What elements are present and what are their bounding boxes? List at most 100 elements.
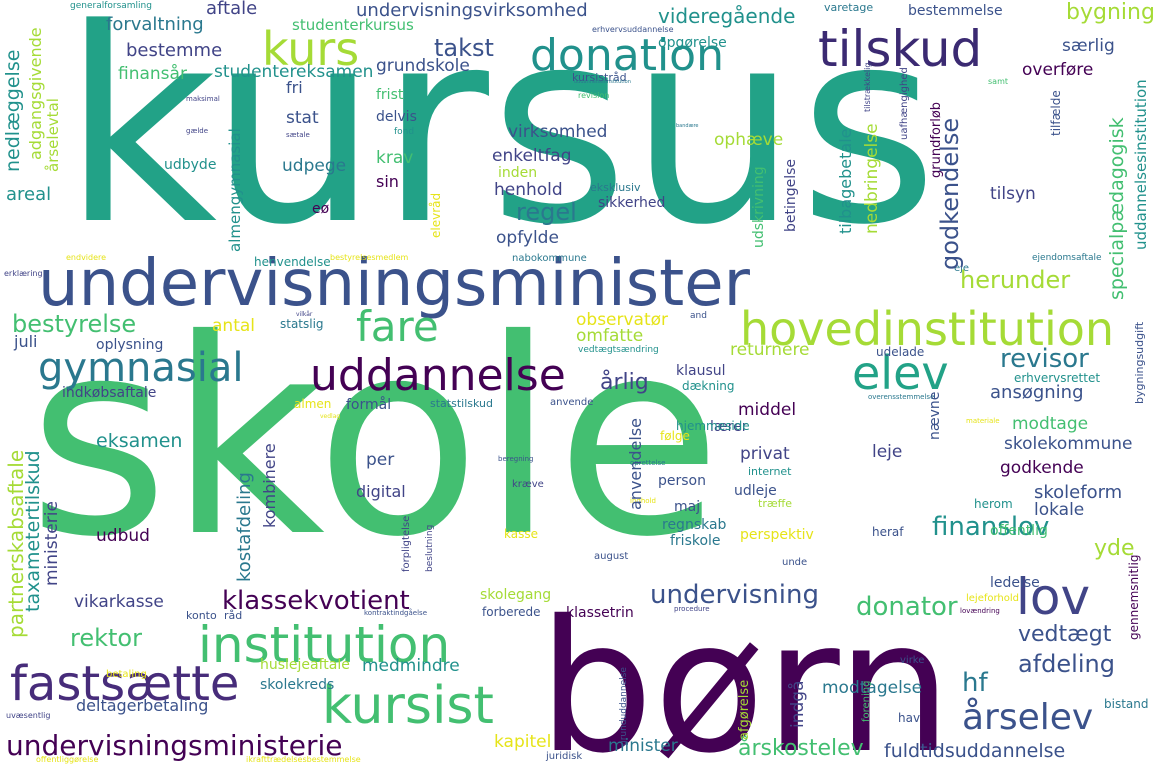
word-ledelse: ledelse xyxy=(990,575,1040,591)
word-almengymnasial: almengymnasial xyxy=(226,128,244,252)
word-endvidere: endvidere xyxy=(66,253,107,262)
word-undervisningsvirksomhed: undervisningsvirksomhed xyxy=(356,0,588,21)
word-sikkerhed: sikkerhed xyxy=(598,195,666,211)
word-privat: privat xyxy=(740,444,790,464)
word-skolegang: skolegang xyxy=(480,587,552,603)
word-regel: regel xyxy=(516,198,577,226)
word-henhold: henhold xyxy=(494,180,563,200)
word-modtage: modtage xyxy=(1012,414,1089,434)
word-udbud: udbud xyxy=(96,526,150,546)
word-uvaesentlig: uvæsentlig xyxy=(6,711,51,720)
word-kostafdeling: kostafdeling xyxy=(234,472,255,582)
word-hjemmeside: hjemmeside xyxy=(676,419,750,433)
word-adgangsgivende: adgangsgivende xyxy=(26,27,45,160)
word-statstilskud: statstilskud xyxy=(430,397,493,410)
word-friskole: friskole xyxy=(670,533,721,549)
word-kursist: kursist xyxy=(322,676,494,736)
word-opgoerelse: opgørelse xyxy=(658,35,727,51)
word-skole: skole xyxy=(28,281,722,596)
word-eje: eje xyxy=(954,263,970,274)
word-eksamen: eksamen xyxy=(96,430,183,452)
word-traeffe: træffe xyxy=(758,497,792,510)
word-klassekvotient: klassekvotient xyxy=(222,586,410,616)
word-elev: elev xyxy=(852,346,949,400)
word-raad: råd xyxy=(224,609,243,622)
word-uddannelsesinstitution-small: uddannelsesinstitution xyxy=(574,79,631,85)
word-indhold: indhold xyxy=(630,497,656,505)
word-klassetrin: klassetrin xyxy=(566,605,634,621)
word-donator: donator xyxy=(856,592,958,622)
word-betaling: betaling xyxy=(106,669,147,680)
word-formaal: formål xyxy=(346,397,392,413)
word-krav: krav xyxy=(376,148,414,168)
word-bestemmelse: bestemmelse xyxy=(908,3,1003,19)
word-bistand: bistand xyxy=(1104,697,1149,711)
word-areal: areal xyxy=(6,184,52,205)
word-vilkaar: vilkår xyxy=(296,311,313,318)
word-godkende: godkende xyxy=(1000,458,1084,478)
word-undervisningsministerie: undervisningsministerie xyxy=(6,729,343,762)
word-huslejeaftale: huslejeaftale xyxy=(260,657,350,673)
word-ansoegning: ansøgning xyxy=(990,382,1084,403)
word-specialpaedagogisk: specialpædagogisk xyxy=(1106,117,1128,300)
word-indgaa: indgå xyxy=(788,680,808,729)
word-grundforloeb: grundforløb xyxy=(929,101,944,178)
word-skolekommune: skolekommune xyxy=(1004,434,1133,454)
word-kurs: kurs xyxy=(262,22,360,76)
word-maj: maj xyxy=(674,499,701,515)
word-per: per xyxy=(366,450,395,470)
word-yde: yde xyxy=(1094,536,1135,561)
word-vedlag: vedlag xyxy=(320,413,341,420)
word-eksklusiv: eksklusiv xyxy=(590,181,641,194)
word-donation: donation xyxy=(530,30,724,81)
word-studenterkursus: studenterkursus xyxy=(292,16,414,34)
word-uddannelsesinstitution: uddannelsesinstitution xyxy=(1132,79,1150,250)
word-unde: unde xyxy=(782,557,808,568)
word-observatoer: observatør xyxy=(576,310,669,330)
word-minister: minister xyxy=(608,736,678,756)
word-henvendelse: henvendelse xyxy=(254,255,331,269)
word-kraeve: kræve xyxy=(512,479,544,490)
word-undervisningsminister: undervisningsminister xyxy=(38,247,750,321)
word-elevraad: elevråd xyxy=(429,192,443,238)
word-kursus: kursus xyxy=(62,0,939,284)
word-nedlaeggelse: nedlæggelse xyxy=(2,49,24,172)
word-kombinere: kombinere xyxy=(260,443,279,528)
word-overensstemmelse: overensstemmelse xyxy=(868,393,935,401)
word-eoe: eø xyxy=(312,201,330,217)
word-fond: fond xyxy=(394,127,415,137)
word-tilskud: tilskud xyxy=(818,20,983,78)
word-erklaering: erklæring xyxy=(4,269,43,278)
word-ikrafttraedelsesbestemmelse: ikrafttrædelsesbestemmelse xyxy=(246,755,361,764)
word-hovedinstitution: hovedinstitution xyxy=(740,302,1115,356)
word-middel: middel xyxy=(738,400,797,420)
word-afdeling: afdeling xyxy=(1018,650,1115,678)
word-klausul: klausul xyxy=(676,363,726,379)
word-aarskostelev: årskostelev xyxy=(738,736,864,761)
word-tilsyn: tilsyn xyxy=(990,184,1036,204)
word-oplysning: oplysning xyxy=(96,337,164,353)
word-aftale: aftale xyxy=(206,0,258,19)
word-gymnasial: gymnasial xyxy=(38,345,244,391)
word-born: børn xyxy=(538,581,952,770)
word-antal: antal xyxy=(212,316,255,336)
word-rektor: rektor xyxy=(70,624,142,652)
word-aarselev: årselev xyxy=(962,697,1094,738)
word-herom: herom xyxy=(974,497,1013,511)
word-grunduddannelse: grunduddannelse xyxy=(619,667,629,746)
word-samt: samt xyxy=(988,77,1008,86)
word-revisor: revisor xyxy=(1000,344,1089,374)
word-hav: hav xyxy=(898,711,921,725)
word-lejeforhold: lejeforhold xyxy=(966,593,1020,604)
word-erhvervsrettet: erhvervsrettet xyxy=(1014,371,1101,385)
word-digital: digital xyxy=(356,482,406,501)
word-perspektiv: perspektiv xyxy=(740,527,814,543)
word-bestemme: bestemme xyxy=(126,40,223,61)
word-kursisraad: kursistråd xyxy=(572,71,627,84)
word-materiale: materiale xyxy=(966,417,1000,425)
word-vedtaegt: vedtægt xyxy=(1018,622,1112,647)
word-nabokommune: nabokommune xyxy=(512,253,587,264)
word-person: person xyxy=(658,473,706,489)
word-udleje: udleje xyxy=(734,483,777,499)
